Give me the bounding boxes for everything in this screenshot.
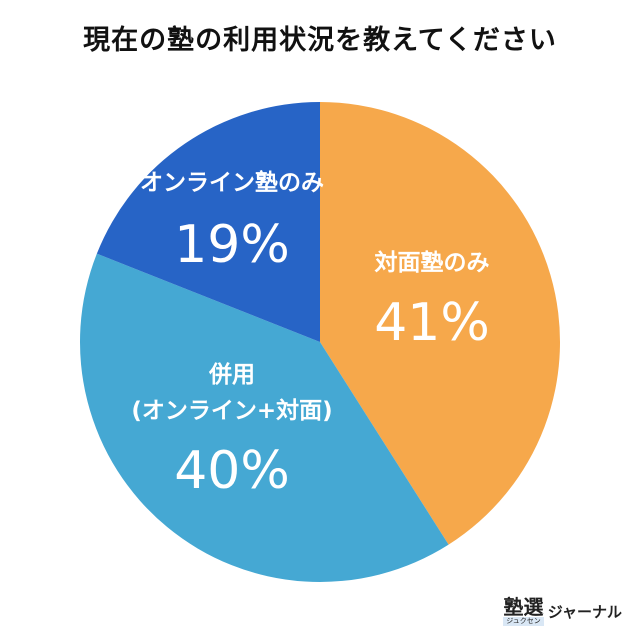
brand-logo: 塾選 ジュクセン ジャーナル xyxy=(503,594,622,628)
logo-kanji: 塾選 xyxy=(503,594,544,619)
pie-slice-2 xyxy=(79,253,449,583)
slice-2-name-line-2: (オンライン+対面) xyxy=(131,398,332,424)
slice-3-name-line-1: オンライン塾のみ xyxy=(140,169,324,196)
logo-kana: ジュクセン xyxy=(503,616,544,626)
slice-2-value-label: 40% xyxy=(174,441,290,501)
logo-text: ジャーナル xyxy=(547,602,622,621)
chart-title: 現在の塾の利用状況を教えてください xyxy=(83,25,557,56)
slice-2-name-line-1: 併用 xyxy=(208,361,255,388)
logo-mark: 塾選 ジュクセン xyxy=(503,597,544,626)
slice-3-value-label: 19% xyxy=(174,215,290,275)
pie-slice-1 xyxy=(320,102,560,545)
slice-1-value-label: 41% xyxy=(374,293,490,353)
pie-slice-3 xyxy=(96,101,321,342)
slice-1-name-line-1: 対面塾のみ xyxy=(375,249,490,276)
